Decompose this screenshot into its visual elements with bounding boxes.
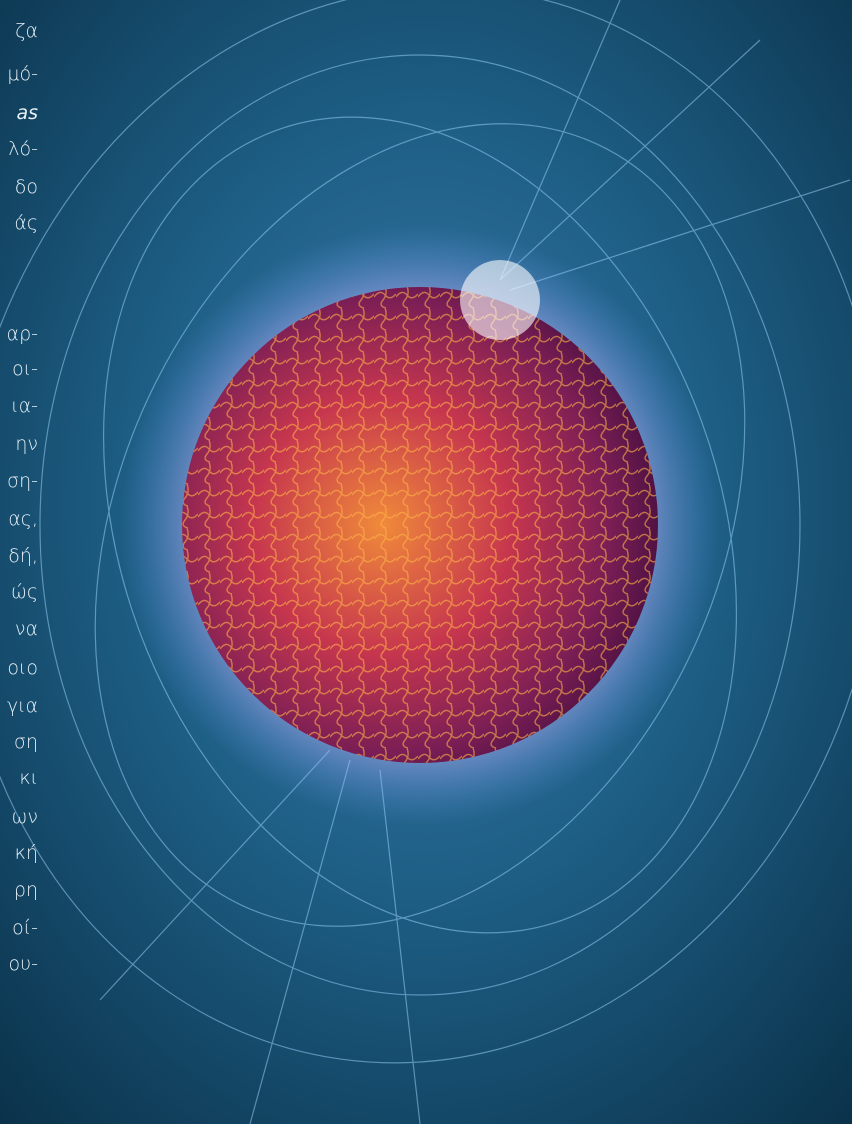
text-fragment: για — [7, 695, 38, 717]
text-fragment: να — [15, 618, 38, 640]
text-fragment: μό- — [7, 63, 38, 85]
text-fragment: οί- — [12, 917, 38, 939]
text-fragment: ια- — [11, 395, 38, 417]
text-fragment: άς — [14, 212, 38, 234]
text-fragment: ση — [14, 731, 38, 753]
text-fragment: αρ- — [7, 323, 38, 345]
text-fragment: δή, — [8, 545, 38, 567]
text-fragment: ση- — [7, 470, 38, 492]
flare — [460, 260, 540, 340]
text-fragment: ου- — [9, 953, 38, 975]
text-fragment: ας, — [8, 508, 38, 530]
text-fragment: οι- — [12, 358, 38, 380]
text-fragment: κι — [19, 767, 38, 789]
text-fragment: κή — [15, 842, 38, 864]
text-fragment: οιο — [7, 657, 38, 679]
text-fragment: ώς — [11, 581, 38, 603]
text-fragment: ζα — [15, 20, 38, 42]
text-fragment: ην — [15, 433, 38, 455]
text-fragment: λό- — [8, 138, 38, 160]
text-fragment: as — [16, 102, 38, 124]
text-column: ζα μό-as λό-δο άς αρ-οι-ια-ην ση-ας, δή, ώς να οι… — [7, 20, 39, 975]
text-fragment: ων — [11, 806, 38, 828]
text-fragment: δο — [15, 176, 38, 198]
text-fragment: ρη — [14, 879, 38, 901]
star-surface — [182, 287, 658, 763]
